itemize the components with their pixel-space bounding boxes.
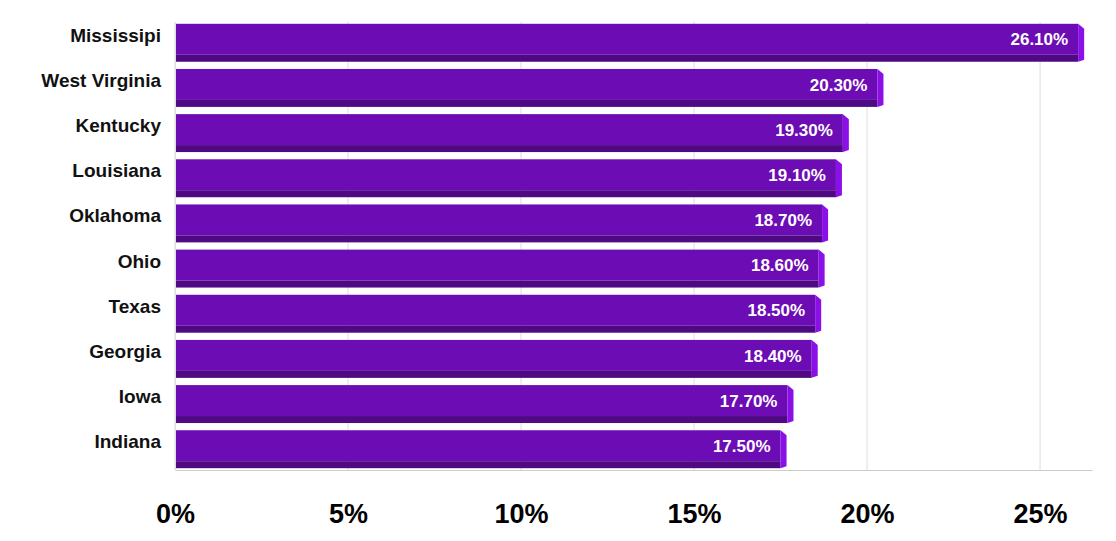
y-tick: Louisiana (72, 160, 175, 181)
bar (175, 204, 822, 235)
data-labels: 26.10% 20.30% 19.30% 19.10% 18.70% 18.60% 18.5… (713, 30, 1068, 455)
bar-shadow (175, 326, 815, 333)
bar-shadow (175, 145, 843, 152)
data-label: 17.70% (720, 392, 778, 411)
y-tick-label: Louisiana (72, 160, 161, 181)
bar (175, 385, 787, 416)
bar-shadow (175, 235, 822, 242)
y-tick-label: Ohio (118, 251, 161, 272)
data-label: 18.40% (744, 347, 802, 366)
x-tick-label: 0% (156, 499, 195, 529)
y-tick: West Virginia (41, 70, 175, 91)
x-tick: 5% (329, 470, 368, 529)
bar-edge (1078, 24, 1084, 62)
bar (175, 69, 877, 100)
y-tick-label: West Virginia (41, 70, 161, 91)
data-label: 18.60% (751, 256, 809, 275)
bar-shadow (175, 55, 1078, 62)
x-tick: 10% (495, 470, 549, 529)
data-label: 26.10% (1010, 30, 1068, 49)
bar-edge (819, 250, 825, 288)
x-tick-label: 25% (1014, 499, 1068, 529)
bar-shadow (175, 416, 787, 423)
x-tick-label: 15% (668, 499, 722, 529)
grid-line (1040, 22, 1041, 470)
y-tick-label: Kentucky (75, 115, 161, 136)
bar-edge (781, 430, 787, 468)
x-axis: 0% 5% 10% 15% 20% 25% (156, 470, 1093, 529)
bar-shadow (175, 281, 819, 288)
bar (175, 340, 812, 371)
y-tick-label: Iowa (119, 386, 162, 407)
bar (175, 24, 1078, 55)
y-tick: Georgia (89, 341, 175, 362)
x-tick: 15% (668, 470, 722, 529)
y-tick: Oklahoma (69, 205, 175, 226)
y-axis: Mississipi West Virginia Kentucky Louisiana… (41, 23, 175, 471)
bar (175, 159, 836, 190)
bar-edge (787, 385, 793, 423)
data-label: 17.50% (713, 437, 771, 456)
x-tick: 20% (841, 470, 895, 529)
y-tick-label: Oklahoma (69, 205, 161, 226)
data-label: 18.70% (754, 211, 812, 230)
bar-edge (822, 204, 828, 242)
x-tick-label: 20% (841, 499, 895, 529)
data-label: 19.10% (768, 166, 826, 185)
x-tick-label: 10% (495, 499, 549, 529)
chart: 0% 5% 10% 15% 20% 25% Mississipi West Virginia K… (0, 0, 1116, 541)
grid-line (175, 22, 176, 470)
data-label: 19.30% (775, 121, 833, 140)
bar (175, 114, 843, 145)
data-label: 18.50% (747, 301, 805, 320)
y-tick: Texas (109, 296, 175, 317)
bar-edge (843, 114, 849, 152)
y-tick: Ohio (118, 251, 175, 272)
y-tick: Iowa (119, 386, 175, 407)
bar (175, 250, 819, 281)
y-tick-label: Texas (109, 296, 161, 317)
bar (175, 430, 781, 461)
y-tick: Indiana (94, 431, 175, 452)
bar (175, 295, 815, 326)
bar-shadow (175, 371, 812, 378)
bar-shadow (175, 190, 836, 197)
y-tick: Kentucky (75, 115, 175, 136)
bars (175, 24, 1084, 468)
plot: 0% 5% 10% 15% 20% 25% Mississipi West Virginia K… (41, 22, 1092, 529)
grid (175, 22, 1040, 470)
x-axis-line (176, 470, 1093, 471)
bar-edge (815, 295, 821, 333)
bar-edge (812, 340, 818, 378)
x-tick: 25% (1014, 470, 1068, 529)
bar-shadow (175, 100, 877, 107)
y-tick-label: Indiana (94, 431, 161, 452)
bar-edge (836, 159, 842, 197)
bar-edge (877, 69, 883, 107)
y-tick: Mississipi (70, 25, 175, 46)
x-tick-label: 5% (329, 499, 368, 529)
bar-shadow (175, 461, 781, 468)
data-label: 20.30% (810, 76, 868, 95)
y-tick-label: Mississipi (70, 25, 161, 46)
x-tick: 0% (156, 470, 195, 529)
y-axis-line (175, 23, 176, 471)
y-tick-label: Georgia (89, 341, 161, 362)
